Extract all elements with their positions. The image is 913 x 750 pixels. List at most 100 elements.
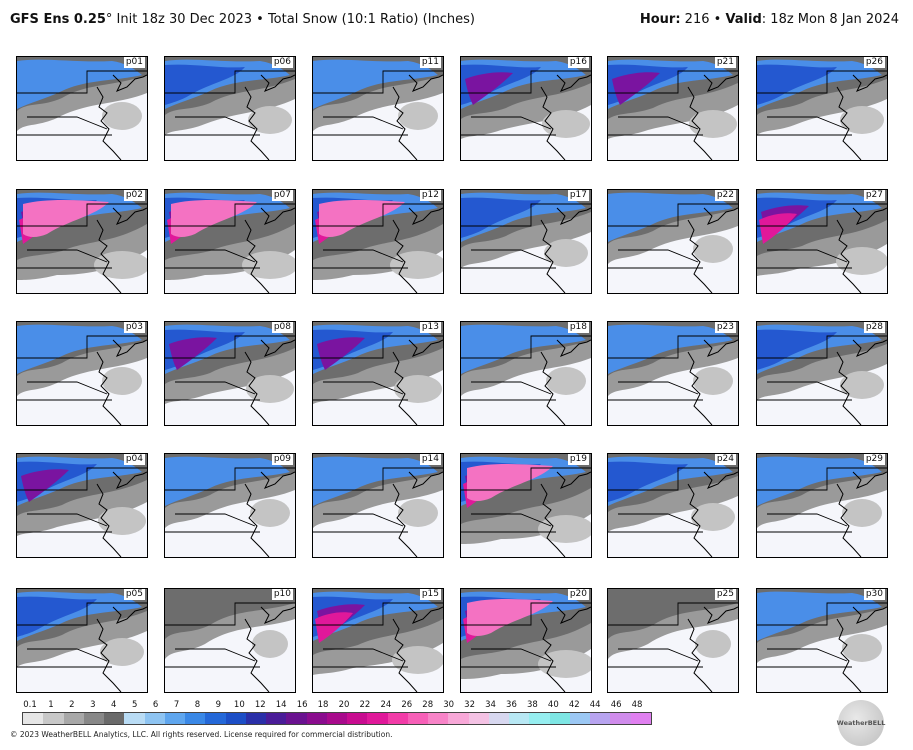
panel-label: p13 xyxy=(419,322,441,333)
legend-color-bin xyxy=(448,713,469,724)
panel-label: p20 xyxy=(567,589,589,600)
legend-tick: 40 xyxy=(547,700,559,710)
legend-tick: 2 xyxy=(69,700,75,710)
legend-color-bin xyxy=(23,713,44,724)
snowfall-map xyxy=(313,454,443,557)
ensemble-panel-p16: p16 xyxy=(460,56,592,161)
legend-tick: 0.1 xyxy=(23,700,37,710)
panel-label: p24 xyxy=(714,454,736,465)
ensemble-panel-p19: p19 xyxy=(460,453,592,558)
panel-label: p25 xyxy=(714,589,736,600)
panel-label: p06 xyxy=(271,57,293,68)
ensemble-panel-p05: p05 xyxy=(16,588,148,693)
legend-color-bin xyxy=(428,713,449,724)
legend-color-bin xyxy=(144,713,165,724)
panel-label: p19 xyxy=(567,454,589,465)
legend-tick: 26 xyxy=(401,700,413,710)
legend-color-bin xyxy=(205,713,226,724)
legend-tick: 48 xyxy=(631,700,643,710)
legend-color-bin xyxy=(245,713,266,724)
legend-tick: 46 xyxy=(610,700,622,710)
snowfall-map xyxy=(608,322,738,425)
legend-color-bin xyxy=(407,713,428,724)
snowfall-map xyxy=(757,57,887,160)
legend-tick: 6 xyxy=(152,700,159,710)
snowfall-map xyxy=(17,57,147,160)
snowfall-color-legend xyxy=(22,712,652,725)
legend-tick: 4 xyxy=(111,700,117,710)
ensemble-panel-p28: p28 xyxy=(756,321,888,426)
legend-tick: 12 xyxy=(254,700,266,710)
snowfall-map xyxy=(313,190,443,293)
legend-color-bin xyxy=(569,713,590,724)
ensemble-panel-p07: p07 xyxy=(164,189,296,294)
snowfall-map xyxy=(165,454,295,557)
snowfall-map xyxy=(608,57,738,160)
ensemble-panel-p17: p17 xyxy=(460,189,592,294)
legend-color-bin xyxy=(468,713,489,724)
panel-label: p09 xyxy=(271,454,293,465)
legend-tick: 9 xyxy=(215,700,222,710)
ensemble-panel-p26: p26 xyxy=(756,56,888,161)
legend-tick: 30 xyxy=(443,700,455,710)
panel-label: p10 xyxy=(271,589,293,600)
snowfall-map xyxy=(165,589,295,692)
legend-color-bin xyxy=(124,713,145,724)
legend-tick: 18 xyxy=(317,700,329,710)
ensemble-panel-p30: p30 xyxy=(756,588,888,693)
legend-color-bin xyxy=(83,713,104,724)
ensemble-panel-p08: p08 xyxy=(164,321,296,426)
ensemble-panel-p13: p13 xyxy=(312,321,444,426)
ensemble-panel-p02: p02 xyxy=(16,189,148,294)
legend-tick: 8 xyxy=(194,700,201,710)
snowfall-map xyxy=(313,57,443,160)
panel-label: p05 xyxy=(123,589,145,600)
legend-tick-labels: 0.1 1 2 3 4 5 6 7 8 9 10 12 14 16 18 20 22 24 26 28 30 32 34 36… xyxy=(22,700,652,710)
valid-time: Hour: 216 • Valid: 18z Mon 8 Jan 2024 xyxy=(639,12,899,27)
snowfall-map xyxy=(757,322,887,425)
legend-color-bin xyxy=(104,713,125,724)
snowfall-map xyxy=(461,190,591,293)
ensemble-panel-p15: p15 xyxy=(312,588,444,693)
panel-label: p21 xyxy=(714,57,736,68)
legend-tick: 24 xyxy=(380,700,392,710)
legend-color-bin xyxy=(43,713,64,724)
ensemble-panel-p10: p10 xyxy=(164,588,296,693)
panel-label: p28 xyxy=(863,322,885,333)
legend-color-bin xyxy=(164,713,185,724)
panel-label: p03 xyxy=(123,322,145,333)
legend-tick: 3 xyxy=(90,700,96,710)
snowfall-map xyxy=(757,454,887,557)
ensemble-panel-p22: p22 xyxy=(607,189,739,294)
snowfall-map xyxy=(461,322,591,425)
legend-color-bin xyxy=(266,713,287,724)
snowfall-map xyxy=(461,57,591,160)
ensemble-panel-p04: p04 xyxy=(16,453,148,558)
legend-color-bin xyxy=(63,713,84,724)
panel-label: p23 xyxy=(714,322,736,333)
panel-label: p16 xyxy=(567,57,589,68)
panel-label: p04 xyxy=(123,454,145,465)
ensemble-panel-p06: p06 xyxy=(164,56,296,161)
snowfall-map xyxy=(461,454,591,557)
legend-color-bin xyxy=(387,713,408,724)
ensemble-panel-p21: p21 xyxy=(607,56,739,161)
legend-color-bin xyxy=(549,713,570,724)
legend-tick: 22 xyxy=(359,700,371,710)
panel-label: p22 xyxy=(714,190,736,201)
snowfall-map xyxy=(461,589,591,692)
ensemble-panel-p18: p18 xyxy=(460,321,592,426)
panel-label: p15 xyxy=(419,589,441,600)
panel-label: p18 xyxy=(567,322,589,333)
snowfall-map xyxy=(608,190,738,293)
weatherbell-logo: WeatherBELL xyxy=(837,700,885,746)
panel-label: p14 xyxy=(419,454,441,465)
snowfall-map xyxy=(17,190,147,293)
snowfall-map xyxy=(17,322,147,425)
legend-tick: 16 xyxy=(296,700,308,710)
snowfall-map xyxy=(165,190,295,293)
legend-color-bin xyxy=(225,713,246,724)
ensemble-panel-p24: p24 xyxy=(607,453,739,558)
ensemble-panel-p03: p03 xyxy=(16,321,148,426)
snowfall-map xyxy=(757,190,887,293)
